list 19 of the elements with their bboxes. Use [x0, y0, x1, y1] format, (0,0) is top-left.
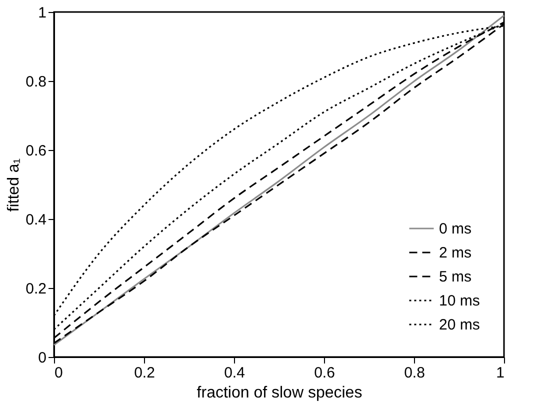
- legend-label: 2 ms: [439, 244, 472, 262]
- y-axis-title: fitted a₁: [6, 158, 23, 212]
- legend-label: 0 ms: [439, 220, 472, 238]
- x-tick-label: 0.6: [314, 364, 335, 382]
- y-tick-label: 0.4: [26, 212, 46, 228]
- x-tick-label: 0: [54, 364, 63, 382]
- legend-label: 10 ms: [439, 292, 480, 310]
- legend-label: 5 ms: [439, 268, 472, 286]
- x-tick-label: 0.4: [224, 364, 245, 382]
- y-tick-label: 1: [38, 4, 46, 22]
- x-tick-label: 1: [496, 364, 504, 382]
- x-tick-label: 0.8: [404, 364, 425, 382]
- y-tick-label: 0: [38, 350, 46, 366]
- x-axis-title: fraction of slow species: [196, 384, 362, 402]
- y-tick-label: 0.8: [26, 74, 46, 90]
- legend-label: 20 ms: [439, 316, 480, 334]
- y-tick-label: 0.2: [26, 280, 46, 298]
- y-tick-label: 0.6: [26, 142, 46, 160]
- x-tick-label: 0.2: [134, 364, 155, 382]
